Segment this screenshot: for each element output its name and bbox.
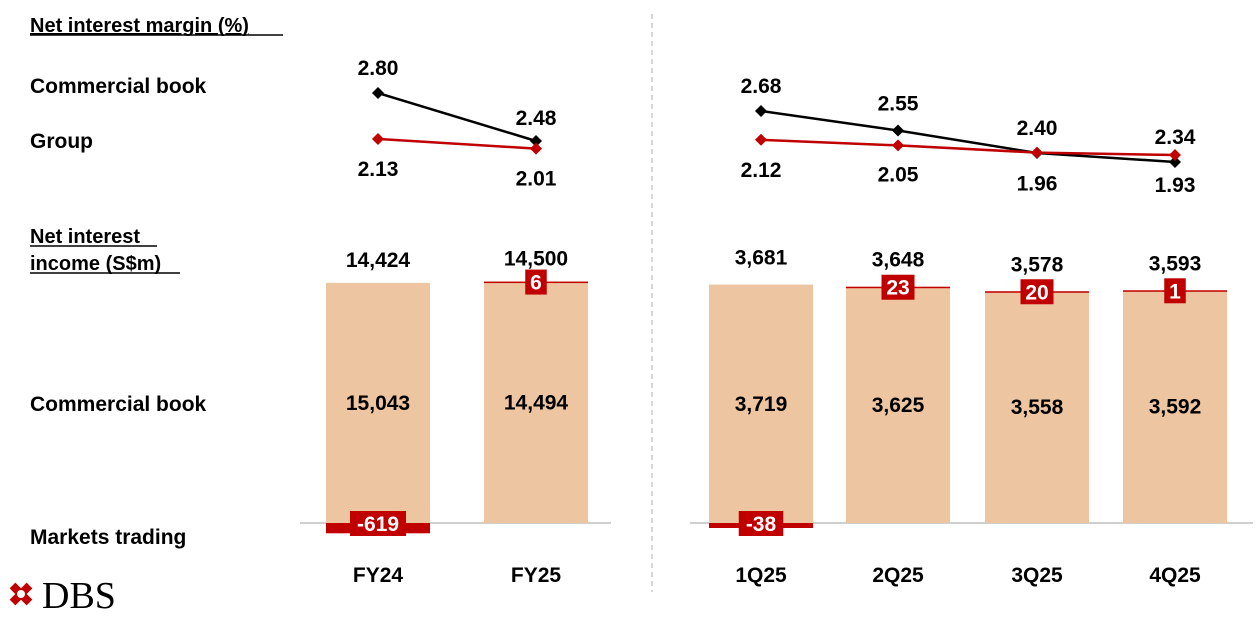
- quarterly-commercial-value-label: 3,558: [1011, 396, 1064, 419]
- quarterly-commercial-value-label: 3,592: [1149, 396, 1202, 419]
- quarterly-nim-category-label: 3Q25: [1011, 564, 1063, 587]
- group-row-label: Group: [30, 130, 93, 153]
- quarterly-commercial-bar: [846, 286, 950, 523]
- quarterly-nim-category-label: 4Q25: [1149, 564, 1201, 587]
- annual-nim-commercial-line: [377, 91, 537, 143]
- quarterly-nim-commercial-value-label: 2.40: [1017, 117, 1058, 140]
- annual-nim-group-point: [530, 142, 542, 155]
- quarterly-nim-group-point: [1169, 149, 1181, 161]
- markets-trading-label: Markets trading: [30, 526, 186, 549]
- quarterly-markets-label-box: [881, 274, 915, 300]
- quarterly-nim-group-value-label: 1.96: [1017, 173, 1058, 196]
- quarterly-nim-group-line: [760, 138, 1176, 157]
- annual-nim-commercial-point: [530, 135, 542, 147]
- quarterly-markets-value-label: 20: [1025, 281, 1048, 304]
- annual-total-label: 14,424: [346, 249, 411, 272]
- quarterly-nim-group-point: [892, 139, 904, 152]
- annual-nim-commercial-value-label: 2.48: [516, 107, 557, 130]
- quarterly-commercial-bar: [709, 284, 813, 523]
- quarterly-total-label: 3,681: [735, 247, 788, 270]
- nim-title: Net interest margin (%): [30, 15, 249, 37]
- nii-commercial-book-label: Commercial book: [30, 393, 207, 416]
- quarterly-nim-commercial-point: [1169, 156, 1181, 168]
- quarterly-nim-group-value-label: 1.93: [1155, 174, 1196, 197]
- quarterly-nim-group-point: [755, 133, 767, 146]
- quarterly-markets-label-box: [1020, 279, 1054, 305]
- annual-nim-category-label: FY25: [511, 564, 562, 587]
- quarterly-nim-commercial-value-label: 2.68: [741, 75, 782, 98]
- dbs-logo-text: DBS: [42, 575, 116, 617]
- dbs-star-icon: [9, 582, 33, 606]
- annual-markets-label-box: [525, 269, 547, 295]
- annual-nim-group-value-label: 2.01: [516, 168, 557, 191]
- quarterly-commercial-bar: [985, 291, 1089, 523]
- quarterly-nim-commercial-value-label: 2.34: [1155, 126, 1196, 149]
- annual-nim-group-value-label: 2.13: [358, 158, 399, 181]
- nii-title-line1: Net interest: [30, 226, 140, 248]
- quarterly-nim-category-label: 1Q25: [735, 564, 787, 587]
- quarterly-total-label: 3,578: [1011, 253, 1064, 276]
- quarterly-total-label: 3,648: [872, 249, 925, 272]
- plot-area: 2.80 2.48 2.13 2.01 FY24 FY25 2.68 2.55 2.40 2.34…: [326, 57, 1227, 587]
- dbs-logo: DBS: [9, 575, 116, 617]
- quarterly-nim-commercial-line: [760, 109, 1176, 164]
- nii-title-line2: income (S$m): [30, 253, 161, 275]
- quarterly-nim-category-label: 2Q25: [872, 564, 924, 587]
- quarterly-nim-commercial-point: [892, 124, 904, 137]
- annual-markets-value-label: -619: [357, 513, 399, 536]
- annual-nim-group-point: [372, 133, 384, 145]
- quarterly-nim-commercial-point: [755, 105, 767, 117]
- annual-markets-value-label: 6: [530, 272, 542, 295]
- quarterly-nim-group-value-label: 2.05: [878, 163, 919, 186]
- annual-commercial-value-label: 14,494: [504, 391, 569, 414]
- annual-total-label: 14,500: [504, 248, 568, 271]
- quarterly-commercial-bar: [1123, 290, 1227, 523]
- annual-commercial-value-label: 15,043: [346, 392, 410, 415]
- quarterly-nim-group-value-label: 2.12: [741, 159, 782, 182]
- quarterly-markets-label-box: [1164, 278, 1186, 304]
- annual-nim-commercial-value-label: 2.80: [358, 57, 399, 80]
- annual-nim-commercial-point: [372, 87, 384, 99]
- annual-markets-label-box: [350, 511, 406, 536]
- quarterly-nim-group-point: [1031, 146, 1043, 159]
- quarterly-total-label: 3,593: [1149, 252, 1202, 275]
- annual-nim-category-label: FY24: [353, 564, 404, 587]
- quarterly-markets-value-label: 23: [886, 277, 909, 300]
- quarterly-markets-label-box: [738, 511, 784, 536]
- commercial-book-row-label: Commercial book: [30, 75, 207, 98]
- quarterly-markets-value-label: -38: [746, 513, 777, 536]
- annual-commercial-bar: [326, 282, 430, 523]
- quarterly-markets-value-label: 1: [1169, 280, 1181, 303]
- annual-nim-group-line: [377, 137, 537, 150]
- quarterly-nim-commercial-value-label: 2.55: [878, 93, 919, 116]
- quarterly-commercial-value-label: 3,625: [872, 394, 925, 417]
- quarterly-commercial-value-label: 3,719: [735, 393, 788, 416]
- annual-commercial-bar: [484, 281, 588, 523]
